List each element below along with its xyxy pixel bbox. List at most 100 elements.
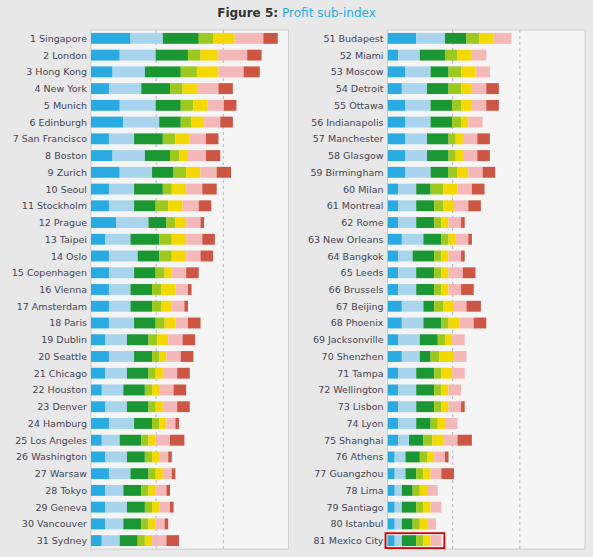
bar-segment: [423, 535, 430, 546]
bar-segment: [166, 351, 180, 362]
bar-segment: [156, 50, 188, 61]
bar-segment: [388, 66, 406, 77]
bar-segment: [493, 33, 511, 44]
bar-segment: [416, 502, 423, 513]
bar-segment: [475, 66, 489, 77]
bar-segment: [174, 385, 187, 396]
bar-segment: [395, 535, 402, 546]
category-label: 64 Bangkok: [328, 251, 384, 262]
bar-segment: [105, 401, 127, 412]
bar-segment: [472, 83, 486, 94]
category-label: 30 Vancouver: [22, 518, 87, 529]
bar-segment: [461, 117, 468, 128]
category-label: 52 Miami: [340, 50, 384, 61]
bar-segment: [202, 234, 215, 245]
bar-segment: [197, 83, 219, 94]
bar-segment: [152, 535, 166, 546]
category-label: 70 Shenzhen: [322, 351, 384, 362]
bar-segment: [131, 234, 160, 245]
bar-segment: [402, 234, 424, 245]
bar-segment: [91, 100, 120, 111]
bar-segment: [388, 518, 395, 529]
bar-segment: [91, 133, 109, 144]
category-label: 77 Guangzhou: [314, 468, 383, 479]
bar-segment: [127, 368, 149, 379]
bar-segment: [431, 66, 449, 77]
category-label: 60 Milan: [343, 184, 383, 195]
category-label: 69 Jacksonville: [313, 334, 384, 345]
bar-segment: [127, 334, 149, 345]
bar-segment: [413, 485, 420, 496]
bar-segment: [463, 150, 477, 161]
panel: 1 Singapore2 London3 Hong Kong4 New York…: [12, 30, 289, 549]
bar-segment: [218, 50, 247, 61]
bar-segment: [91, 301, 109, 312]
bar-segment: [511, 33, 512, 44]
bar-segment: [145, 535, 152, 546]
bar-segment: [163, 133, 176, 144]
bar-segment: [152, 451, 159, 462]
category-label: 26 Washington: [16, 451, 87, 462]
bar-segment: [468, 167, 482, 178]
category-label: 62 Rome: [341, 217, 383, 228]
category-label: 24 Hamburg: [28, 418, 87, 429]
bar-segment: [186, 167, 200, 178]
bar-segment: [199, 200, 212, 211]
bar-segment: [449, 284, 462, 295]
bar-segment: [113, 150, 145, 161]
bar-segment: [388, 385, 399, 396]
bar-segment: [131, 301, 153, 312]
bar-segment: [457, 418, 458, 429]
bar-segment: [105, 368, 127, 379]
category-label: 56 Indianapolis: [311, 117, 383, 128]
bar-segment: [91, 485, 105, 496]
bar-segment: [434, 251, 441, 262]
bar-segment: [427, 518, 436, 529]
bar-segment: [224, 100, 237, 111]
bar-segment: [138, 251, 160, 262]
bar-segment: [175, 133, 189, 144]
bar-segment: [395, 518, 402, 529]
bar-segment: [183, 334, 196, 345]
bar-segment: [91, 468, 109, 479]
bar-segment: [172, 184, 186, 195]
bar-segment: [91, 284, 109, 295]
bar-segment: [109, 200, 134, 211]
bar-segment: [395, 451, 406, 462]
bar-segment: [388, 451, 395, 462]
bar-segment: [168, 334, 182, 345]
category-label: 78 Lima: [345, 485, 383, 496]
title-main: Figure 5:: [217, 6, 278, 20]
category-label: 20 Seattle: [38, 351, 87, 362]
bar-segment: [152, 351, 159, 362]
bar-segment: [427, 485, 438, 496]
bar-segment: [91, 184, 109, 195]
bar-segment: [405, 117, 430, 128]
bar-segment: [402, 518, 413, 529]
bar-segment: [416, 267, 434, 278]
bar-segment: [449, 150, 456, 161]
bar-segment: [91, 200, 109, 211]
bar-segment: [235, 33, 264, 44]
bar-segment: [458, 167, 469, 178]
bar-segment: [109, 133, 134, 144]
bar-segment: [416, 385, 434, 396]
bar-segment: [438, 418, 445, 429]
bar-segment: [197, 66, 219, 77]
bar-segment: [91, 451, 105, 462]
bar-segment: [405, 150, 427, 161]
bar-segment: [402, 301, 424, 312]
bar-segment: [220, 117, 233, 128]
bar-segment: [156, 267, 165, 278]
category-label: 19 Dublin: [41, 334, 87, 345]
category-label: 31 Sydney: [37, 535, 88, 546]
bar-segment: [120, 535, 138, 546]
bar-segment: [244, 66, 260, 77]
bar-segment: [188, 150, 206, 161]
category-label: 58 Glasgow: [328, 150, 384, 161]
bar-segment: [141, 518, 148, 529]
bar-segment: [434, 368, 441, 379]
bar-segment: [208, 100, 224, 111]
category-label: 74 Lyon: [347, 418, 384, 429]
bar-segment: [247, 50, 261, 61]
